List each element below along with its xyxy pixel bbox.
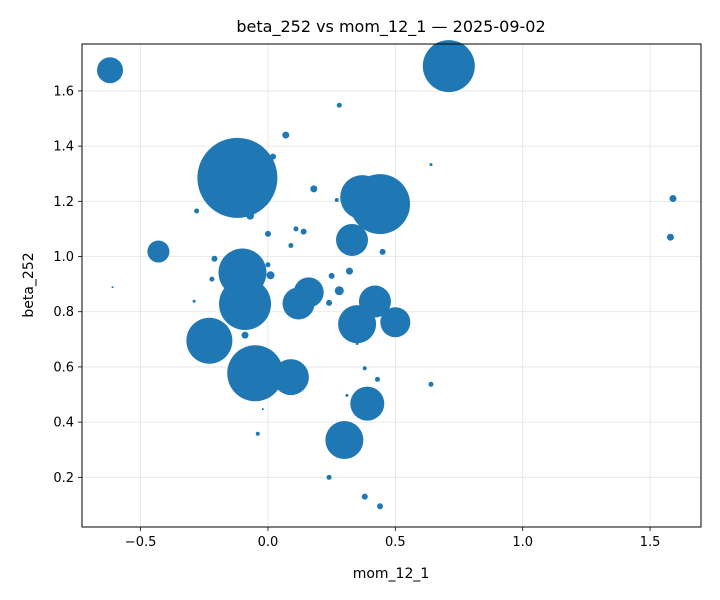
data-point [293,226,299,232]
data-point [147,240,170,263]
data-point [261,408,264,411]
data-point [374,376,380,382]
data-point [272,359,309,396]
data-point [428,381,434,387]
y-tick-label: 0.8 [53,305,74,320]
data-point [265,262,271,268]
data-points [97,40,677,510]
grid [82,44,701,527]
data-point [264,230,271,237]
data-point [361,493,368,500]
data-point [334,286,344,296]
data-point [666,233,674,241]
y-tick-label: 1.4 [53,140,74,155]
data-point [379,248,386,255]
x-axis-label: mom_12_1 [353,566,430,582]
data-point [227,345,284,402]
x-axis-ticks: −0.5 0.0 0.5 1.0 1.5 [125,527,661,550]
x-tick-label: −0.5 [125,535,157,550]
data-point [192,299,196,303]
data-point [186,317,233,364]
data-point [197,137,278,218]
data-point [211,255,218,262]
data-point [326,299,333,306]
data-point [325,421,364,460]
y-tick-label: 1.2 [53,195,74,210]
y-axis-label: beta_252 [21,252,37,317]
y-tick-label: 0.4 [53,416,74,431]
data-point [246,211,255,220]
data-point [300,228,307,235]
x-tick-label: 0.0 [258,535,279,550]
y-tick-label: 1.0 [53,250,74,265]
y-tick-label: 0.6 [53,360,74,375]
data-point [241,331,249,339]
data-point [266,271,275,280]
data-point [429,163,433,167]
y-tick-label: 1.6 [53,84,74,99]
data-point [334,197,339,202]
data-point [255,431,260,436]
data-point [350,174,411,235]
data-point [209,276,215,282]
plot-frame [81,43,702,528]
data-point [336,102,342,108]
data-point [282,131,290,139]
data-point [422,40,475,93]
x-tick-label: 1.0 [512,535,533,550]
x-tick-label: 1.5 [640,535,661,550]
data-point [338,305,377,344]
data-point [326,474,332,480]
data-point [345,393,349,397]
data-point [336,223,369,256]
y-tick-label: 0.2 [53,471,74,486]
chart-title: beta_252 vs mom_12_1 — 2025-09-02 [236,17,545,37]
data-point [194,208,200,214]
y-axis-ticks: 0.2 0.4 0.6 0.8 1.0 1.2 1.4 1.6 [53,84,82,486]
data-point [350,386,385,421]
x-tick-label: 0.5 [385,535,406,550]
data-point [345,267,353,275]
data-point [669,195,677,203]
data-point [328,272,335,279]
data-point [97,57,124,84]
data-point [310,185,318,193]
data-point [111,286,114,289]
data-point [380,307,411,338]
data-point [219,277,272,330]
data-point [355,341,359,345]
data-point [362,366,367,371]
data-point [282,287,315,320]
data-point [377,503,384,510]
data-point [288,242,294,248]
